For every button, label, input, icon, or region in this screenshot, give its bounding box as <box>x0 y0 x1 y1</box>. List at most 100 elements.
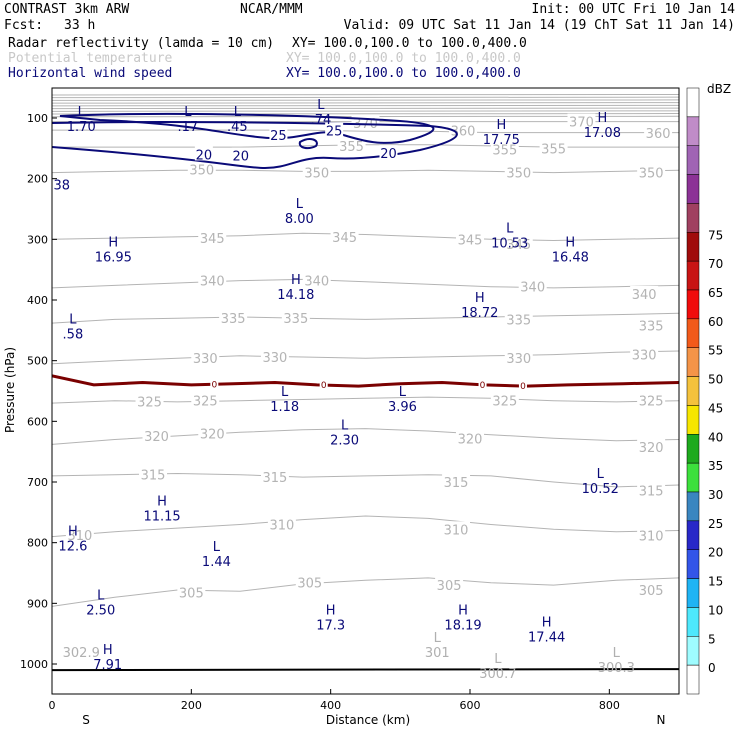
field-xy-wind: XY= 100.0,100.0 to 100.0,400.0 <box>286 66 521 81</box>
extremum-marker: H <box>475 291 485 306</box>
extremum-value: 1.70 <box>67 120 96 135</box>
colorbar-swatch <box>686 318 700 348</box>
colorbar-swatch <box>686 203 700 233</box>
theta-label-bg <box>191 350 220 365</box>
theta-label-bg <box>637 527 666 542</box>
theta-contour-350 <box>52 169 679 174</box>
theta-label-bg <box>302 272 331 287</box>
extremum-marker: L <box>597 467 605 482</box>
extremum-marker: L <box>213 540 221 555</box>
theta-label-345: 345 <box>506 238 531 253</box>
extremum-marker: L <box>296 197 304 212</box>
theta-label-bg <box>490 141 519 156</box>
colorbar-swatch <box>686 174 700 204</box>
colorbar-swatch <box>686 520 700 550</box>
theta-label-bg <box>539 140 568 155</box>
extremum-value: 38 <box>53 179 70 194</box>
colorbar-label: 5 <box>708 632 716 646</box>
theta-label-310: 310 <box>269 518 294 533</box>
extremum-value: 2.30 <box>330 433 359 448</box>
x-tick-label: 600 <box>460 699 481 712</box>
extremum-marker: H <box>565 235 575 250</box>
theta-label-bg <box>198 425 227 440</box>
theta-label-325: 325 <box>193 395 218 410</box>
theta-label-330: 330 <box>263 351 288 366</box>
colorbar-swatch <box>686 491 700 522</box>
wind-label-bg <box>325 122 344 137</box>
theta-label-350: 350 <box>506 167 531 182</box>
extremum-value: .45 <box>227 120 248 135</box>
theta-label-bg <box>644 125 673 140</box>
theta-label-305: 305 <box>639 584 664 599</box>
extremum-value: 2.50 <box>86 603 115 618</box>
extremum-marker: H <box>157 494 167 509</box>
x-axis-label: Distance (km) <box>326 713 410 727</box>
extremum-value: .17 <box>178 120 199 135</box>
extremum-marker: H <box>103 643 113 658</box>
y-tick-label: 400 <box>27 294 48 307</box>
colorbar-label: 30 <box>708 488 723 502</box>
theta-label-bg <box>135 393 164 408</box>
extremum-marker: L <box>494 652 502 667</box>
extremum-marker: H <box>542 616 552 631</box>
theta-label-335: 335 <box>221 312 246 327</box>
colorbar-swatch <box>686 232 700 262</box>
wind-label-bg <box>194 146 213 161</box>
theta-label-340: 340 <box>520 281 545 296</box>
colorbar-label: 50 <box>708 373 723 387</box>
theta-label-bg <box>504 350 533 365</box>
theta-contour-310 <box>52 515 679 538</box>
extremum-value: .58 <box>63 327 84 342</box>
colorbar-label: 65 <box>708 286 723 300</box>
wind-label-bg <box>379 145 398 160</box>
extremum-value: 300.7 <box>479 667 516 682</box>
theta-label-335: 335 <box>506 313 531 328</box>
init-time: Init: 00 UTC Fri 10 Jan 14 <box>532 2 736 17</box>
colorbar-swatch <box>686 116 700 146</box>
wind-label-25: 25 <box>270 129 287 144</box>
theta-label-330: 330 <box>506 352 531 367</box>
extremum-marker: H <box>68 525 78 540</box>
endpoint-right: N <box>657 713 666 727</box>
theta-label-345: 345 <box>458 233 483 248</box>
theta-label-bg <box>139 466 168 481</box>
theta-label-bg <box>177 584 206 599</box>
y-tick-label: 700 <box>27 476 48 489</box>
y-tick-label: 500 <box>27 355 48 368</box>
extremum-value: 11.15 <box>143 509 180 524</box>
theta-label-bg <box>337 137 366 152</box>
theta-label-bg <box>504 164 533 179</box>
fcst-label: Fcst: <box>4 18 43 33</box>
extremum-value: 16.48 <box>552 250 589 265</box>
theta-label-315: 315 <box>263 471 288 486</box>
theta-label-315: 315 <box>639 484 664 499</box>
colorbar-label: 35 <box>708 459 723 473</box>
extremum-marker: H <box>496 118 506 133</box>
colorbar-label: 55 <box>708 344 723 358</box>
y-tick-label: 300 <box>27 233 48 246</box>
theta-label-350: 350 <box>304 167 329 182</box>
theta-label-bg <box>518 278 547 293</box>
extremum-marker: L <box>613 646 621 661</box>
field-name-theta: Potential temperature <box>8 51 173 66</box>
theta-label-325: 325 <box>639 395 664 410</box>
theta-label-bg <box>442 474 471 488</box>
extremum-marker: L <box>281 385 289 400</box>
wind-label-25: 25 <box>326 125 343 140</box>
wind-contour-25 <box>59 112 435 144</box>
freezing-level-line <box>52 374 679 388</box>
extremum-value: 18.19 <box>444 619 481 634</box>
theta-label-340: 340 <box>200 275 225 290</box>
theta-label-345: 345 <box>332 231 357 246</box>
surface-line <box>52 668 679 672</box>
colorbar-swatch <box>686 347 700 377</box>
theta-label-bg <box>504 311 533 326</box>
theta-label-bg <box>219 310 248 325</box>
theta-label-320: 320 <box>200 427 225 442</box>
y-tick-label: 200 <box>27 173 48 186</box>
field-xy-theta: XY= 100.0,100.0 to 100.0,400.0 <box>286 51 521 66</box>
colorbar-label: 25 <box>708 517 723 531</box>
theta-label-bg <box>637 317 666 332</box>
extremum-marker: L <box>317 98 325 113</box>
